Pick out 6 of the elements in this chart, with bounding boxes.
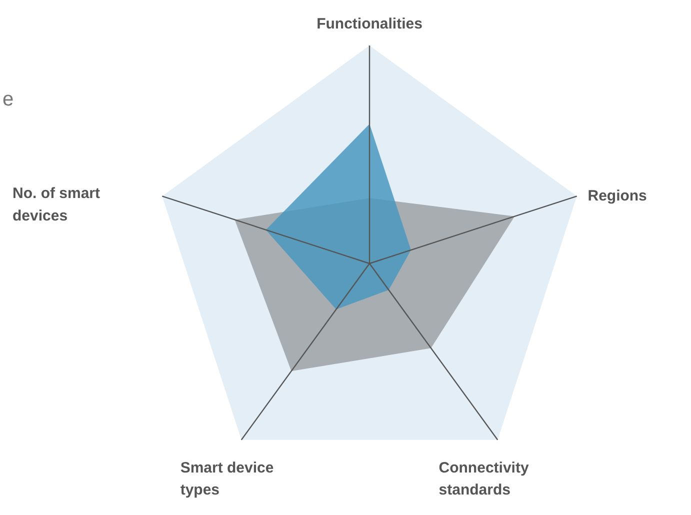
spoke-label: No. of smart devices	[12, 185, 100, 224]
text: e	[2, 88, 14, 110]
spoke-label: Smart device types	[180, 459, 274, 499]
spoke-label: Connectivity standards	[438, 459, 530, 499]
spoke-label: Functionalities	[316, 15, 422, 32]
spoke-label: Regions	[588, 188, 647, 205]
